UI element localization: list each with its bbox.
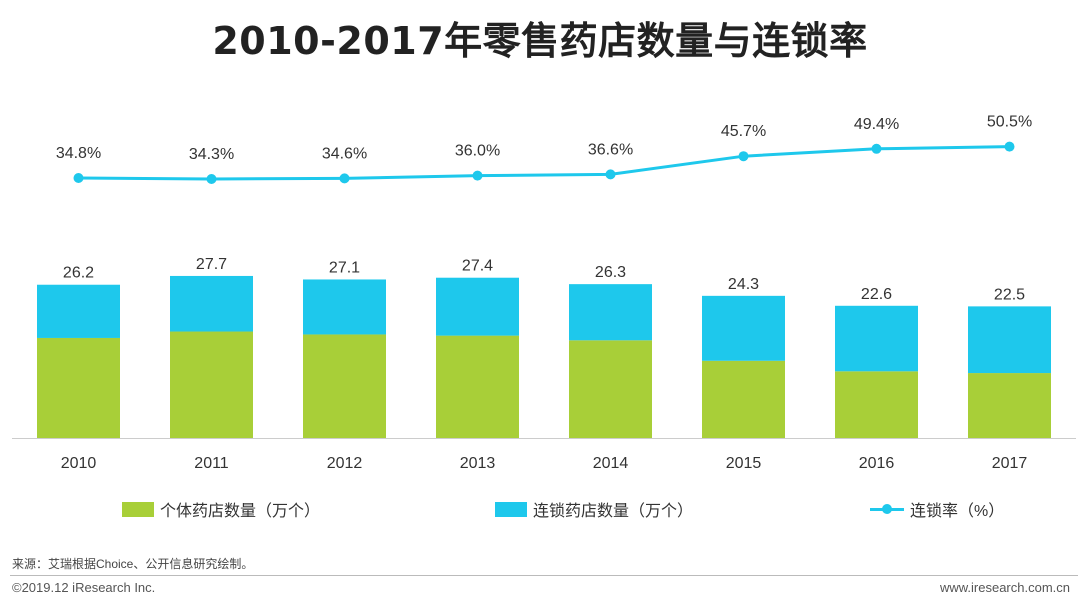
rate-point bbox=[339, 173, 350, 184]
rate-point bbox=[871, 143, 882, 154]
source-note: 来源：艾瑞根据Choice、公开信息研究绘制。 bbox=[12, 557, 254, 571]
x-tick-label: 2016 bbox=[859, 455, 895, 472]
total-label: 24.3 bbox=[728, 276, 759, 293]
copyright: ©2019.12 iResearch Inc. bbox=[12, 580, 156, 595]
rate-point bbox=[472, 170, 483, 181]
legend-swatch-individual bbox=[122, 501, 154, 517]
rate-point bbox=[206, 174, 217, 184]
x-tick-label: 2010 bbox=[61, 455, 97, 472]
x-tick-label: 2013 bbox=[460, 455, 496, 472]
total-label: 27.4 bbox=[462, 258, 493, 275]
rate-label: 49.4% bbox=[854, 116, 899, 133]
bar-chain bbox=[702, 295, 785, 361]
bar-chain bbox=[436, 277, 519, 336]
bar-individual bbox=[303, 334, 386, 438]
legend-item-chain: 连锁药店数量（万个） bbox=[495, 497, 693, 521]
legend-line-icon bbox=[870, 502, 904, 517]
bar-individual bbox=[170, 331, 253, 438]
bar-individual bbox=[835, 371, 918, 438]
rate-label: 36.6% bbox=[588, 141, 633, 158]
rate-label: 36.0% bbox=[455, 143, 500, 160]
bar-individual bbox=[702, 360, 785, 438]
rate-label: 34.8% bbox=[56, 145, 101, 162]
bar-individual bbox=[968, 373, 1051, 438]
bar-chain bbox=[37, 284, 120, 338]
legend-swatch-chain bbox=[495, 501, 527, 517]
rate-label: 34.6% bbox=[322, 145, 367, 162]
bar-individual bbox=[436, 335, 519, 438]
total-label: 26.3 bbox=[595, 264, 626, 281]
total-label: 26.2 bbox=[63, 265, 94, 282]
legend-label-individual: 个体药店数量（万个） bbox=[160, 503, 321, 520]
x-tick-label: 2015 bbox=[726, 455, 762, 472]
footer-divider bbox=[10, 575, 1078, 576]
website-link[interactable]: www.iresearch.com.cn bbox=[939, 580, 1070, 595]
rate-point bbox=[738, 151, 749, 162]
bar-chain bbox=[569, 284, 652, 341]
rate-label: 34.3% bbox=[189, 146, 234, 163]
x-tick-label: 2014 bbox=[593, 455, 629, 472]
total-label: 27.1 bbox=[329, 259, 360, 276]
chart: 26.2 2010 27.7 2011 27.1 2012 27.4 2013 26.3 2014… bbox=[12, 114, 1076, 472]
bar-individual bbox=[569, 340, 652, 438]
bar-individual bbox=[37, 337, 120, 438]
total-label: 27.7 bbox=[196, 256, 227, 273]
rate-point bbox=[73, 173, 84, 183]
total-label: 22.5 bbox=[994, 286, 1025, 303]
rate-point bbox=[1004, 141, 1015, 152]
rate-line bbox=[78, 145, 1010, 181]
rate-point bbox=[605, 169, 616, 180]
legend-label-chain: 连锁药店数量（万个） bbox=[533, 503, 694, 520]
bar-chain bbox=[968, 306, 1051, 374]
x-tick-label: 2011 bbox=[194, 455, 229, 472]
legend-item-rate: 连锁率（%） bbox=[870, 497, 1004, 521]
bar-chain bbox=[303, 279, 386, 335]
total-label: 22.6 bbox=[861, 286, 892, 303]
bar-chain bbox=[170, 275, 253, 332]
legend-label-rate: 连锁率（%） bbox=[910, 503, 1005, 520]
legend-item-individual: 个体药店数量（万个） bbox=[122, 497, 320, 521]
x-tick-label: 2017 bbox=[992, 455, 1028, 472]
rate-label: 45.7% bbox=[721, 123, 766, 140]
x-tick-label: 2012 bbox=[327, 455, 363, 472]
bar-chain bbox=[835, 305, 918, 372]
chart-title: 2010-2017年零售药店数量与连锁率 bbox=[212, 19, 868, 63]
rate-label: 50.5% bbox=[987, 114, 1032, 131]
